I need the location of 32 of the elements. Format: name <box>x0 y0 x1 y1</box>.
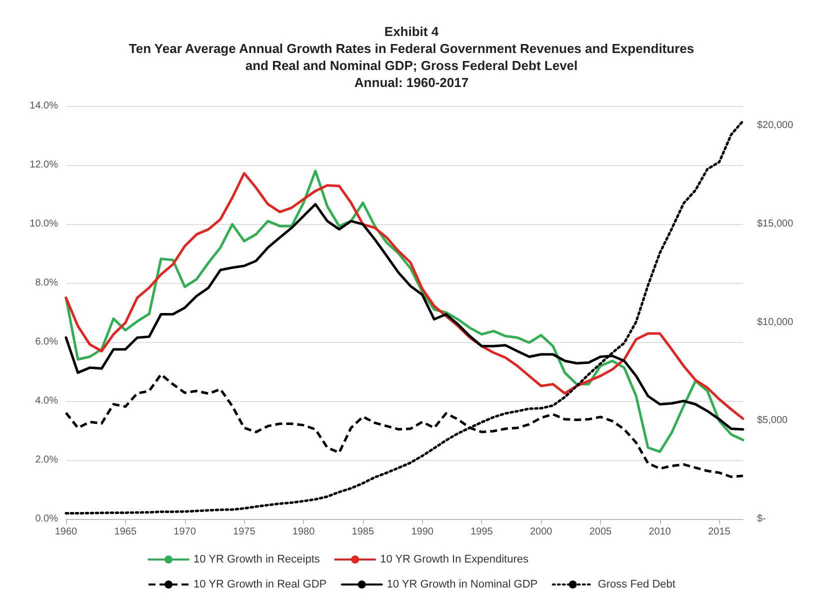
x-tick-label: 1975 <box>233 526 256 538</box>
y-tick-label: 8.0% <box>35 278 58 288</box>
y2-tick-label: $10,000 <box>757 316 794 328</box>
x-tick-label: 1970 <box>174 526 196 538</box>
legend-label: Gross Fed Debt <box>598 578 676 590</box>
y2-tick-label: $5,000 <box>757 415 788 426</box>
x-tick-label: 1990 <box>411 526 434 538</box>
y2-tick-label: $20,000 <box>757 120 794 132</box>
chart-title: Exhibit 4 Ten Year Average Annual Growth Rates in Federal Government Revenues and Expenditures and Real and Nominal GDP; Gross Federal Debt Level Annual: 1960-2017 <box>128 24 694 90</box>
y-tick-label: 12.0% <box>30 160 58 170</box>
line-series <box>64 120 744 515</box>
legend-label: 10 YR Growth in Real GDP <box>194 578 327 590</box>
y-tick-label: 2.0% <box>35 454 58 466</box>
x-tick-label: 1960 <box>54 526 78 538</box>
x-tick-label: 1985 <box>352 526 374 538</box>
legend-label: 10 YR Growth in Receipts <box>194 554 320 566</box>
x-tick-label: 1965 <box>114 526 137 538</box>
x-tick-label: 2005 <box>589 526 612 538</box>
x-tick-label: 1995 <box>470 526 494 538</box>
y2-tick-label: $15,000 <box>757 218 794 230</box>
legend-label: 10 YR Growth in Nominal GDP <box>386 578 538 590</box>
x-tick-label: 2010 <box>648 526 672 538</box>
y-tick-label: 4.0% <box>35 396 58 406</box>
x-tick-label: 1980 <box>292 526 316 538</box>
y-tick-label: 14.0% <box>30 100 58 112</box>
x-tick-label: 2000 <box>530 526 553 538</box>
y-tick-label: 6.0% <box>35 336 58 348</box>
y2-tick-label: $- <box>757 514 766 524</box>
legend-label: 10 YR Growth In Expenditures <box>380 554 529 566</box>
y-tick-label: 0.0% <box>35 514 58 524</box>
y-tick-label: 10.0% <box>30 218 58 230</box>
x-tick-label: 2015 <box>708 526 731 538</box>
